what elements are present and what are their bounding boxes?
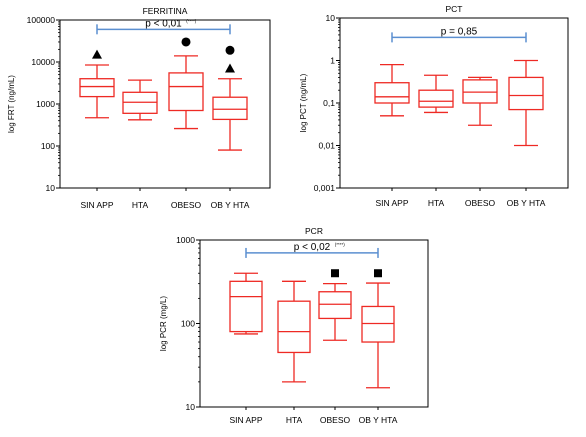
y-tick-label: 1000 [176,235,195,245]
x-tick-label: OBESO [171,200,202,210]
box-iqr [418,89,454,108]
y-tick-label: 100 [41,141,55,151]
x-tick-label: OBESO [465,198,496,208]
box-hta [122,79,158,121]
x-tick-label: SIN APP [80,200,113,210]
box-hta [277,280,311,383]
ferritina-panel: FERRITINA log FRT (ng/mL) 10 100 1000 10000 10… [7,6,271,210]
triangle-marker [225,63,235,73]
square-marker [374,269,382,278]
chart-title: FERRITINA [143,6,188,16]
y-tick-label: 0,001 [314,183,336,193]
box-iqr [374,82,410,104]
pct-panel: PCT log PCT (ng/mL) 0,001 0,01 0,1 1 10 SIN APP… [299,4,569,208]
box-iqr [212,96,248,121]
box-obeso [318,283,352,341]
chart-title: PCT [446,4,463,14]
box-iqr [168,72,204,112]
box-iqr [79,78,115,98]
x-tick-label: OB Y HTA [211,200,250,210]
box-ob-y-hta [212,78,248,151]
chart-title: PCR [305,226,323,236]
y-tick-label: 0,01 [318,141,335,151]
p-value-label: p = 0,85 [441,26,478,37]
box-iqr [318,291,352,320]
p-value-label: p < 0,01 [145,18,182,29]
x-tick-label: HTA [286,415,303,425]
y-axis-label: log FRT (ng/mL) [7,75,16,133]
x-tick-label: SIN APP [229,415,262,425]
x-tick-label: HTA [428,198,445,208]
box-obeso [462,76,498,126]
box-iqr [462,79,498,104]
box-hta [418,74,454,114]
pcr-panel: PCR log PCR (mg/L) 10 100 1000 SIN APP HTA OBES… [159,226,429,425]
square-marker [331,269,339,278]
y-tick-label: 10 [326,13,336,23]
y-tick-label: 0,1 [323,98,335,108]
box-obeso [168,55,204,130]
p-value-superscript: (****) [335,242,346,247]
box-ob-y-hta [361,282,395,389]
y-axis-label: log PCR (mg/L) [159,296,168,351]
y-tick-label: 100000 [27,15,56,25]
x-tick-label: OB Y HTA [507,198,546,208]
y-tick-label: 100 [181,319,195,329]
y-axis-label: log PCT (ng/mL) [299,73,308,132]
box-iqr [361,305,395,343]
x-tick-label: OB Y HTA [359,415,398,425]
box-sin-app [79,64,115,119]
y-tick-label: 10 [46,183,56,193]
box-sin-app [374,63,410,117]
y-tick-label: 10 [186,402,196,412]
x-tick-label: HTA [132,200,149,210]
y-tick-label: 1000 [36,99,55,109]
circle-marker [225,45,235,55]
box-sin-app [229,272,263,335]
x-tick-label: SIN APP [375,198,408,208]
box-iqr [277,300,311,354]
box-iqr [508,76,544,111]
y-tick-label: 10000 [31,57,55,67]
p-value-superscript: (****) [186,18,197,23]
box-iqr [229,280,263,333]
p-value-label: p < 0,02 [294,242,331,253]
circle-marker [181,37,191,47]
triangle-marker [92,49,102,59]
x-tick-label: OBESO [320,415,351,425]
y-tick-label: 1 [330,56,335,66]
box-ob-y-hta [508,59,544,147]
